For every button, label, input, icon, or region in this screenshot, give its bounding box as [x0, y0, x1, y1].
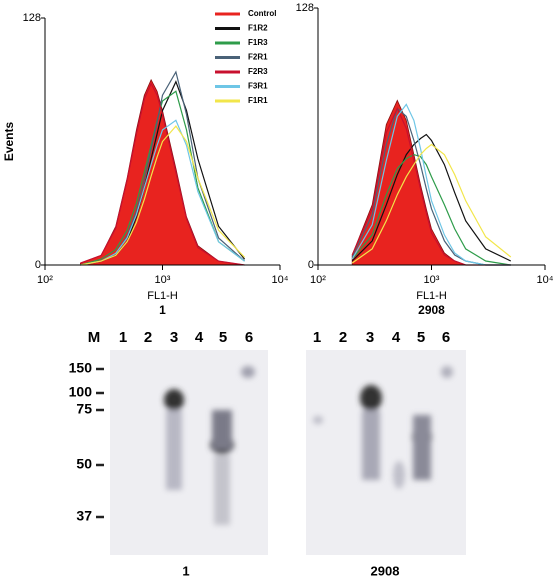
blot-caption: 2908	[371, 563, 400, 578]
band	[241, 366, 255, 378]
y-tick-label: 0	[35, 259, 41, 271]
y-tick-label: 0	[308, 259, 314, 271]
band	[360, 385, 382, 411]
lane-label: 5	[417, 329, 425, 346]
smear	[212, 410, 232, 450]
lane-label: 2	[339, 329, 347, 346]
x-tick-label: 10³	[155, 274, 171, 286]
blot-caption: 1	[182, 563, 189, 578]
lane-label: 3	[170, 329, 178, 346]
marker-label: 150	[69, 360, 93, 376]
lane-label: 6	[442, 329, 450, 346]
blot-bands	[164, 366, 453, 525]
blot-membrane	[110, 350, 268, 555]
legend-label: F1R2	[248, 24, 268, 33]
blot-membrane	[306, 350, 466, 555]
legend-label: F1R3	[248, 38, 268, 47]
band	[164, 389, 184, 411]
line	[80, 90, 245, 266]
x-tick-label: 10²	[37, 274, 53, 286]
lane-label: 5	[219, 329, 227, 346]
line	[351, 133, 512, 262]
x-tick-label: 10⁴	[272, 274, 289, 286]
smear	[362, 410, 380, 480]
chart-title: 1	[159, 303, 166, 317]
lane-label: 1	[313, 329, 321, 346]
line	[80, 119, 245, 266]
line	[351, 103, 511, 266]
x-tick-label: 10²	[310, 274, 326, 286]
area	[80, 78, 245, 266]
lane-label: 4	[195, 329, 204, 346]
lane-label: 3	[366, 329, 374, 346]
lane-label: 4	[392, 329, 401, 346]
smear	[413, 415, 431, 480]
line	[80, 82, 245, 266]
legend-label: F1R1	[248, 96, 268, 105]
legend-label: F2R3	[248, 67, 268, 76]
lane-label: 2	[144, 329, 152, 346]
marker-label: 100	[69, 384, 93, 400]
smear	[393, 461, 405, 489]
band	[313, 416, 323, 424]
band	[441, 366, 453, 378]
chart-title: 2908	[418, 303, 445, 317]
y-axis-label: Events	[2, 122, 16, 162]
line	[351, 143, 512, 264]
legend-label: F2R1	[248, 53, 268, 62]
y-tick-label: 128	[296, 2, 314, 14]
line	[351, 106, 511, 266]
x-axis-label: FL1-H	[147, 290, 178, 302]
lane-label: 6	[245, 329, 253, 346]
y-tick-label: 128	[23, 12, 41, 24]
lane-label: 1	[119, 329, 127, 346]
marker-label: 50	[76, 456, 92, 472]
x-tick-label: 10³	[424, 274, 440, 286]
smear	[214, 455, 230, 525]
marker-label: 37	[76, 508, 92, 524]
smear	[166, 410, 182, 490]
legend-label: Control	[248, 9, 276, 18]
legend-label: F3R1	[248, 82, 268, 91]
marker-lane-label: M	[88, 329, 101, 346]
x-tick-label: 10⁴	[537, 274, 554, 286]
line	[80, 125, 246, 266]
x-axis-label: FL1-H	[416, 290, 447, 302]
marker-label: 75	[76, 401, 92, 417]
